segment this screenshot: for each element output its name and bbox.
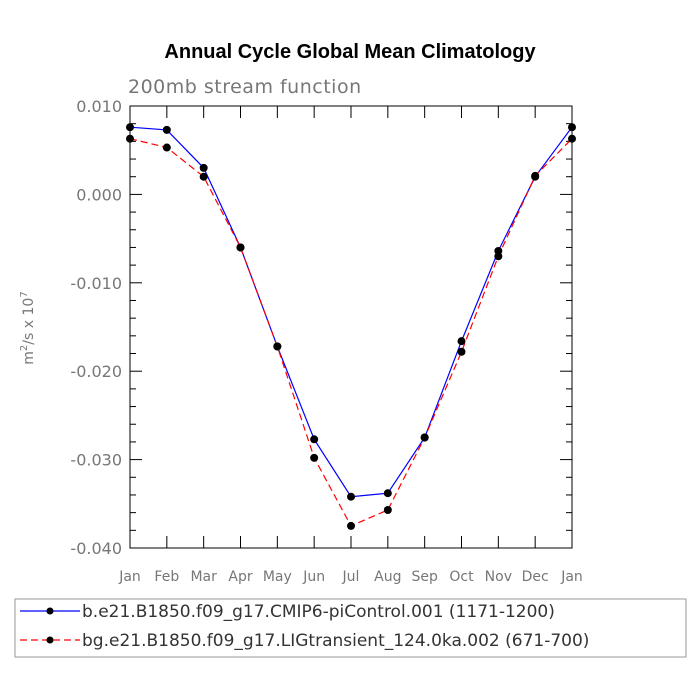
- legend-marker-series-2: [46, 636, 54, 644]
- legend: b.e21.B1850.f09_g17.CMIP6-piControl.001 …: [14, 598, 687, 658]
- y-axis: 0.010 0.000 -0.010 -0.020 -0.030 -0.040: [70, 97, 572, 558]
- x-tick-label: Jan: [560, 569, 583, 585]
- x-axis: Jan Feb Mar Apr May Jun Jul Aug Sep Oct Nov Dec Jan: [118, 106, 583, 585]
- legend-label-series-2: bg.e21.B1850.f09_g17.LIGtransient_124.0k…: [82, 631, 589, 651]
- x-tick-label: Aug: [374, 569, 401, 585]
- y-tick-label: 0.000: [76, 185, 122, 204]
- data-point-series-1: [457, 337, 466, 346]
- x-tick-label: Jul: [342, 569, 360, 585]
- series-line-1: [129, 126, 573, 498]
- data-point-series-2: [494, 252, 503, 261]
- y-axis-label-unit-sup: 2: [19, 345, 30, 351]
- series-group: [126, 123, 576, 530]
- data-point-series-2: [236, 243, 245, 252]
- legend-label-series-1: b.e21.B1850.f09_g17.CMIP6-piControl.001 …: [82, 602, 555, 622]
- series-line-2: [129, 138, 573, 527]
- y-axis-label-exp: 7: [19, 291, 30, 297]
- y-tick-label: -0.030: [70, 451, 122, 470]
- y-tick-label: -0.040: [70, 539, 122, 558]
- data-point-series-1: [199, 163, 208, 172]
- data-point-series-1: [568, 123, 576, 132]
- data-point-series-1: [347, 492, 355, 501]
- y-tick-label: -0.010: [70, 274, 122, 293]
- x-tick-label: Mar: [190, 569, 217, 585]
- chart-subtitle: 200mb stream function: [128, 76, 362, 98]
- data-point-series-2: [531, 171, 540, 180]
- data-point-series-1: [126, 123, 134, 132]
- data-point-series-2: [273, 342, 282, 351]
- x-tick-label: Apr: [228, 569, 252, 585]
- data-point-series-2: [162, 143, 171, 152]
- data-point-series-1: [383, 489, 392, 498]
- x-tick-label: Jun: [302, 569, 325, 585]
- legend-box: [14, 598, 687, 658]
- plot-frame: [129, 105, 573, 549]
- y-axis-label-mid: /s x 10: [21, 298, 37, 345]
- legend-marker-series-1: [46, 607, 54, 615]
- data-point-series-2: [383, 505, 392, 514]
- data-point-series-2: [199, 172, 208, 181]
- y-axis-label-unit: m: [21, 351, 37, 365]
- data-point-series-2: [310, 453, 319, 462]
- data-point-series-2: [568, 134, 576, 143]
- data-point-series-2: [420, 433, 429, 442]
- x-tick-label: Dec: [522, 569, 549, 585]
- data-point-series-2: [347, 521, 355, 530]
- x-tick-label: Sep: [411, 569, 438, 585]
- data-point-series-2: [457, 347, 466, 356]
- chart-title: Annual Cycle Global Mean Climatology: [164, 41, 536, 63]
- x-tick-label: Oct: [449, 569, 474, 585]
- data-point-series-2: [126, 134, 134, 143]
- x-tick-label: Feb: [154, 569, 179, 585]
- x-tick-label: Jan: [118, 569, 141, 585]
- y-tick-label: -0.020: [70, 362, 122, 381]
- y-tick-label: 0.010: [76, 97, 122, 116]
- x-tick-label: Nov: [485, 569, 512, 585]
- data-point-series-1: [310, 435, 319, 444]
- data-point-series-1: [162, 125, 171, 134]
- x-tick-label: May: [263, 569, 292, 585]
- y-axis-label: m2/s x 107: [19, 291, 37, 364]
